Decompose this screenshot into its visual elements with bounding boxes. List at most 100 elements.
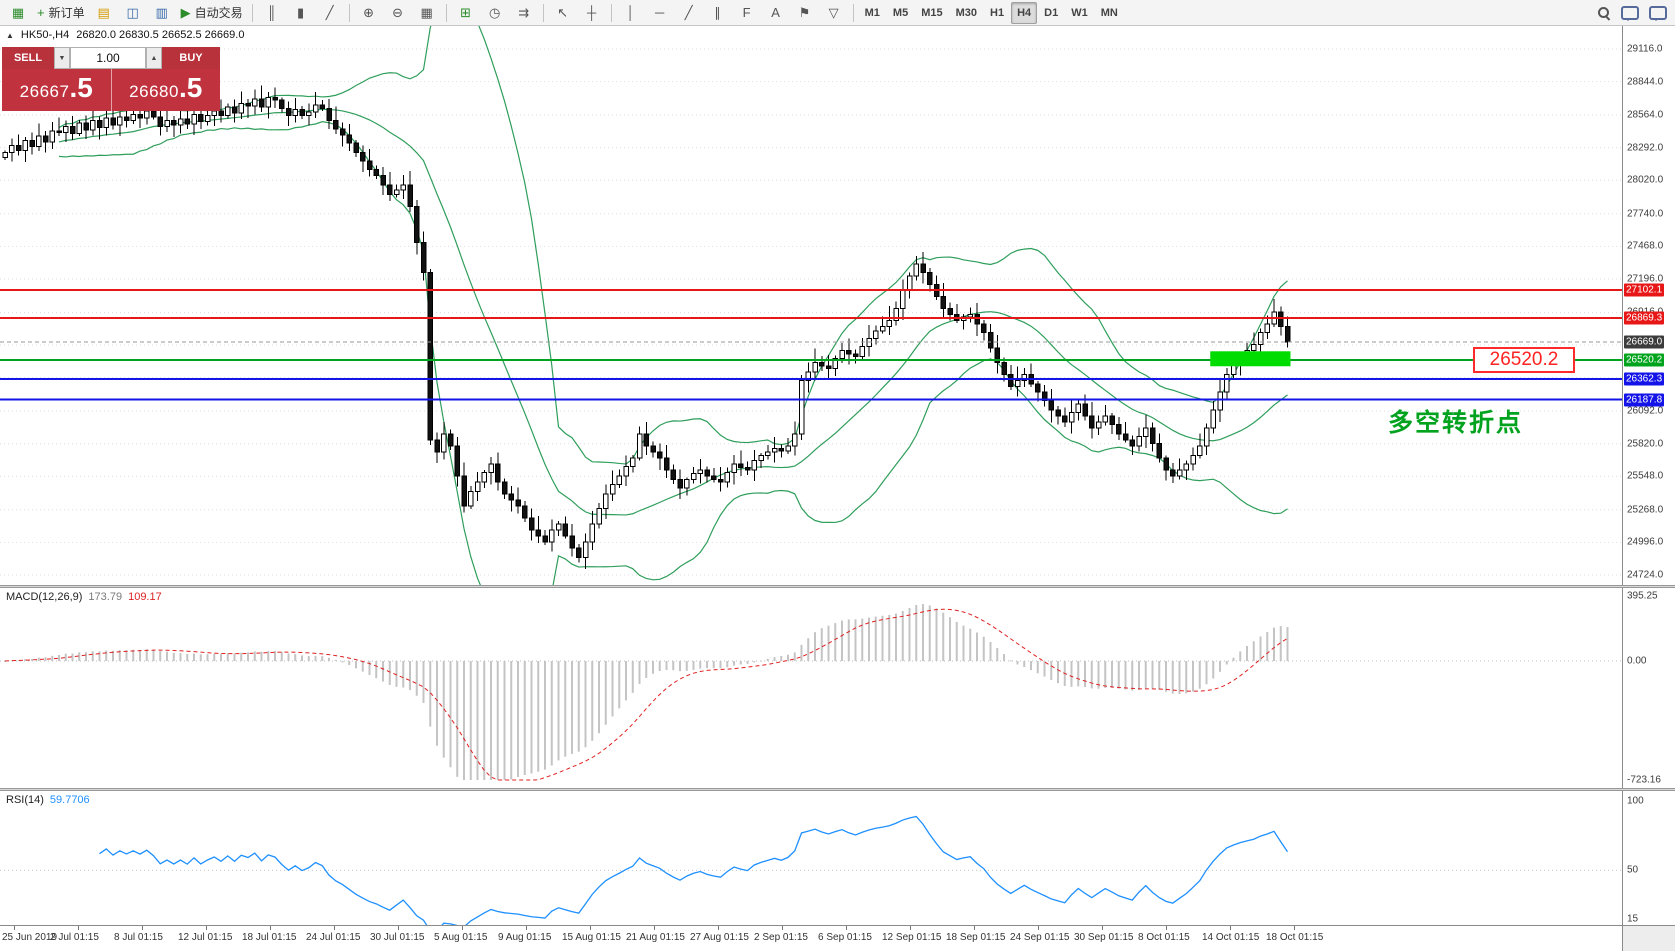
main-chart-canvas[interactable] [0, 26, 1622, 585]
new-order-button: + [37, 5, 45, 20]
equidistant-channel-icon[interactable]: ∥ [704, 2, 732, 24]
time-tick [206, 926, 207, 930]
horizontal-line-icon[interactable]: ─ [646, 2, 674, 24]
search-icon[interactable] [1597, 6, 1611, 20]
timeframe-button-m1[interactable]: M1 [864, 6, 880, 19]
volume-input[interactable] [70, 47, 146, 69]
date-label: 6 Sep 01:15 [818, 932, 872, 943]
autotrading-button: ▶ [180, 5, 191, 20]
macd-scale-label: 395.25 [1627, 590, 1658, 602]
price-scale[interactable]: 29116.0 28844.0 28564.0 28292.0 28020.0 27740… [1622, 26, 1675, 925]
period-icon[interactable]: ◷ [481, 2, 509, 24]
toolbar-separator [445, 3, 447, 22]
date-label: 18 Jul 01:15 [242, 932, 297, 943]
scale-corner [1622, 925, 1675, 951]
shapes-icon[interactable]: ▽ [820, 2, 848, 24]
timeframe-button-m30[interactable]: M30 [955, 6, 977, 19]
time-tick [270, 926, 271, 930]
price-scale-label: 29116.0 [1627, 43, 1663, 55]
chart-shift-icon[interactable]: ⇉ [510, 2, 538, 24]
turning-point-annotation[interactable]: 多空转折点 [1388, 409, 1524, 437]
buy-button[interactable]: BUY [162, 47, 220, 69]
crosshair-icon[interactable]: ┼ [578, 2, 606, 24]
timeframe-button-w1[interactable]: W1 [1071, 6, 1088, 19]
price-callout-label[interactable]: 26520.2 [1473, 347, 1575, 373]
time-axis[interactable]: 25 Jun 2019 2 Jul 01:15 8 Jul 01:15 12 Jul … [0, 925, 1675, 951]
arrows-icon[interactable]: ⚑ [791, 2, 819, 24]
bollinger-middle [58, 108, 1288, 516]
time-tick [590, 926, 591, 930]
panel-splitter[interactable] [0, 788, 1675, 791]
price-badge: 26187.8 [1624, 393, 1665, 407]
timeframe-button-m15[interactable]: M15 [921, 6, 943, 19]
sell-price[interactable]: 26667.5 [2, 69, 112, 111]
price-badge: 27102.1 [1624, 283, 1665, 297]
bar-chart-icon[interactable]: ║ [258, 2, 286, 24]
date-label: 2 Jul 01:15 [50, 932, 99, 943]
vertical-line-icon[interactable]: │ [617, 2, 645, 24]
price-badge: 26869.3 [1624, 311, 1665, 325]
grid-icon[interactable]: ▦ [413, 2, 441, 24]
rsi-name: RSI(14) [6, 794, 44, 806]
time-tick [14, 926, 15, 930]
one-click-trade-panel: SELL ▼ ▲ BUY 26667.5 26680.5 [2, 47, 220, 111]
timeframe-button-h1[interactable]: H1 [990, 6, 1005, 19]
macd-canvas[interactable] [0, 588, 1622, 788]
fibonacci-icon[interactable]: F [733, 2, 761, 24]
chat-icon[interactable] [1621, 5, 1639, 21]
date-label: 5 Aug 01:15 [434, 932, 488, 943]
trendline-icon[interactable]: ╱ [675, 2, 703, 24]
horizontal-line-icon: ─ [655, 5, 665, 20]
autotrading-button[interactable]: ▶ 自动交易 [177, 2, 247, 24]
cursor-icon[interactable]: ↖ [549, 2, 577, 24]
timeframe-button-h4[interactable]: H4 [1011, 1, 1038, 24]
toolbar-items: ▦ + 新订单 ▤ ◫ ▥ ▶ 自动交易 ║ ▮ ╱ ⊕ ⊖ ▦ ⊞ ◷ ⇉ ↖ ┼ │ ─ ╱ ∥ F A ⚑ ▽ M1 M5 M15 M… [4, 1, 1124, 24]
trade-panel-toggle-icon[interactable]: ▲ [6, 30, 14, 40]
price-scale-label: 28564.0 [1627, 109, 1664, 121]
time-tick [526, 926, 527, 930]
sell-button[interactable]: SELL [2, 47, 54, 69]
date-label: 8 Oct 01:15 [1138, 932, 1190, 943]
toolbar-separator [852, 3, 854, 22]
macd-name: MACD(12,26,9) [6, 591, 83, 603]
terminal-icon[interactable]: ▥ [148, 2, 176, 24]
price-scale-label: 24724.0 [1627, 569, 1664, 581]
toolbar-separator [348, 3, 350, 22]
zoom-out-icon[interactable]: ⊖ [384, 2, 412, 24]
indicators-add-icon[interactable]: ⊞ [452, 2, 480, 24]
buy-price[interactable]: 26680.5 [112, 69, 221, 111]
date-label: 27 Aug 01:15 [690, 932, 749, 943]
volume-decrease-button[interactable]: ▼ [54, 47, 70, 69]
candlestick-chart-icon[interactable]: ▮ [287, 2, 315, 24]
market-watch-icon[interactable]: ▤ [90, 2, 118, 24]
rsi-label: RSI(14) 59.7706 [6, 794, 90, 806]
trendline-icon: ╱ [684, 5, 693, 20]
date-label: 15 Aug 01:15 [562, 932, 621, 943]
terminal-icon: ▥ [155, 5, 168, 20]
highlight-rectangle[interactable] [1210, 351, 1291, 367]
timeframe-button-d1[interactable]: D1 [1044, 6, 1059, 19]
zoom-in-icon[interactable]: ⊕ [355, 2, 383, 24]
arrows-icon: ⚑ [798, 5, 811, 20]
panel-splitter[interactable] [0, 585, 1675, 588]
line-chart-icon[interactable]: ╱ [316, 2, 344, 24]
date-label: 25 Jun 2019 [2, 932, 58, 943]
buy-price-main: 26680 [129, 82, 179, 101]
volume-increase-button[interactable]: ▲ [146, 47, 162, 69]
price-scale-label: 28844.0 [1627, 76, 1664, 88]
date-label: 24 Jul 01:15 [306, 932, 361, 943]
date-label: 12 Jul 01:15 [178, 932, 233, 943]
timeframe-button-mn[interactable]: MN [1100, 6, 1118, 19]
rsi-scale-label: 50 [1627, 864, 1639, 876]
text-icon[interactable]: A [762, 2, 790, 24]
rsi-value: 59.7706 [49, 794, 90, 806]
rsi-canvas[interactable] [0, 791, 1622, 925]
price-scale-label: 28292.0 [1627, 142, 1664, 154]
community-icon[interactable] [1649, 5, 1667, 21]
candlestick-chart-icon: ▮ [297, 5, 305, 20]
sell-price-main: 26667 [19, 82, 70, 101]
market-watch-icon: ▤ [97, 5, 110, 20]
timeframe-button-m5[interactable]: M5 [892, 6, 909, 19]
navigator-icon[interactable]: ◫ [119, 2, 147, 24]
new-order-button[interactable]: + 新订单 [33, 2, 89, 24]
